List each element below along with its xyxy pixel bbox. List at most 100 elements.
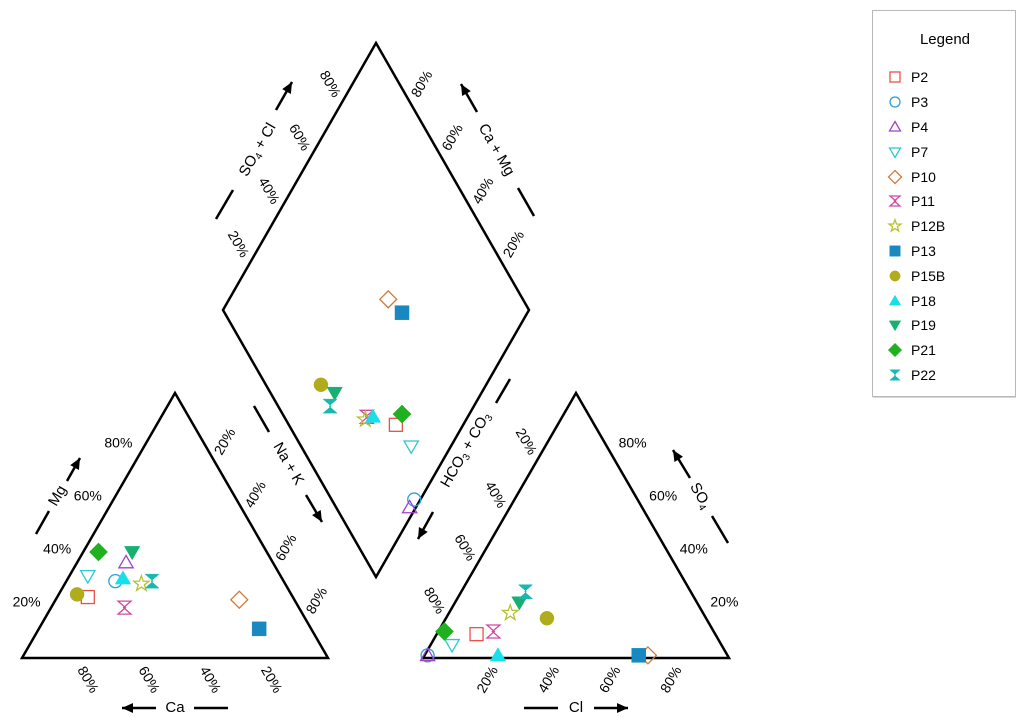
- axis-label-so4: SO4: [685, 480, 715, 513]
- legend-symbol-p4: [888, 120, 902, 132]
- diamond-point-p3: [407, 492, 422, 507]
- legend-symbol-p7: [888, 147, 902, 159]
- series-p4: [117, 499, 436, 662]
- series-p21: [89, 404, 454, 641]
- so4cl-dash: [214, 189, 235, 220]
- legend-marker-p11: [888, 195, 902, 208]
- nak-dash: [252, 405, 271, 433]
- legend-symbol-p21: [887, 343, 903, 358]
- anion-point-p21: [434, 622, 454, 641]
- legend-symbol-p13: [889, 245, 901, 257]
- legend-symbol-p11: [888, 195, 902, 208]
- legend-label: P3: [911, 94, 929, 111]
- so4cl-arrow: [274, 81, 294, 111]
- axis-label-cl: Cl: [569, 699, 583, 716]
- legend-marker-p7: [888, 147, 902, 159]
- legend-label: P10: [911, 168, 936, 185]
- camg-dash: [516, 187, 536, 217]
- legend-item-p19: P19: [887, 313, 945, 338]
- legend-symbol-p10: [887, 169, 903, 184]
- legend-label: P15B: [911, 267, 946, 284]
- cation-triangle: [19, 390, 331, 660]
- legend-item-p3: P3: [887, 90, 945, 115]
- cation-point-p22: [144, 573, 160, 589]
- tick-label: 40%: [197, 663, 225, 695]
- series-p3: [108, 492, 435, 663]
- tick-label: 20%: [513, 425, 541, 457]
- tick-label: 80%: [657, 663, 685, 695]
- legend-marker-p4: [888, 120, 902, 132]
- hco3-dash: [494, 378, 512, 404]
- cation-point-p21: [89, 542, 108, 562]
- legend-label: P19: [911, 317, 936, 334]
- legend-marker-p12b: [887, 218, 903, 233]
- series-p18: [114, 408, 507, 662]
- camg-arrow: [459, 83, 479, 113]
- series-p7: [79, 440, 461, 654]
- legend-item-p2: P2: [887, 65, 945, 90]
- cation-point-p19: [124, 546, 141, 561]
- diamond-point-p7: [402, 440, 420, 455]
- diamond-point-p18: [364, 408, 382, 423]
- anion-point-p2: [469, 626, 484, 642]
- legend-item-p11: P11: [887, 189, 945, 214]
- legend-label: P7: [911, 143, 929, 160]
- legend-label: P22: [911, 366, 936, 383]
- cation-point-p4: [117, 554, 135, 569]
- cation-point-p7: [79, 569, 97, 585]
- legend-symbol-p19: [888, 320, 902, 332]
- diamond-point-p2: [388, 417, 404, 432]
- anion-point-p22: [517, 584, 534, 599]
- axis-label-mg: Mg: [45, 482, 70, 509]
- legend-item-p18: P18: [887, 288, 945, 313]
- tick-label: 80%: [74, 663, 102, 695]
- legend-item-p21: P21: [887, 338, 945, 363]
- legend-item-p13: P13: [887, 239, 945, 264]
- cation-point-p18: [114, 570, 132, 585]
- cation-point-p10: [229, 590, 249, 610]
- legend-title: Legend: [919, 31, 971, 48]
- legend-label: P13: [911, 242, 936, 259]
- legend-label: P4: [911, 118, 929, 135]
- legend: Legend P2 P3 P4 P7 P10 P11 P12B P13 P15B P18 P19 P2…: [872, 10, 1016, 397]
- mg-dash: [34, 510, 51, 535]
- legend-symbol-p18: [888, 294, 902, 305]
- legend-marker-p22: [889, 369, 901, 381]
- axis-label-so4cl: SO4 + Cl: [236, 120, 281, 180]
- legend-label: P11: [911, 193, 935, 210]
- tick-label: 60%: [286, 121, 314, 153]
- legend-item-p7: P7: [887, 139, 945, 164]
- anion-point-p19: [511, 596, 528, 611]
- cation-point-p15b: [69, 587, 85, 602]
- tick-label: 20%: [13, 594, 41, 610]
- legend-label: P18: [911, 292, 936, 309]
- anion-point-p18: [489, 647, 507, 662]
- anion-point-p4: [419, 646, 436, 662]
- cation-point-p12b: [131, 573, 151, 592]
- diamond-point-p10: [378, 289, 398, 309]
- tick-label: 60%: [649, 488, 677, 504]
- legend-symbol-p22: [889, 369, 901, 381]
- ca-arrow: [122, 703, 156, 713]
- anion-point-p11: [485, 624, 502, 639]
- legend-marker-p21: [887, 343, 903, 358]
- tick-label: 20%: [499, 228, 527, 260]
- tick-label: 60%: [74, 488, 102, 504]
- tick-label: 20%: [225, 228, 253, 260]
- legend-item-p12b: P12B: [887, 214, 945, 239]
- series-p19: [124, 386, 528, 611]
- so4-dash: [710, 515, 730, 544]
- legend-symbol-p2: [889, 71, 901, 84]
- series-p15b: [69, 377, 555, 626]
- diamond-point-p15b: [313, 377, 329, 393]
- cation-point-p13: [251, 621, 267, 637]
- diamond-point-p19: [326, 386, 343, 401]
- tick-label: 60%: [272, 531, 300, 563]
- tick-label: 20%: [211, 425, 239, 457]
- tick-label: 40%: [255, 174, 283, 206]
- tick-label: 40%: [469, 174, 497, 206]
- legend-item-p15b: P15B: [887, 263, 945, 288]
- anion-point-p12b: [500, 602, 520, 622]
- tick-label: 80%: [317, 68, 345, 100]
- diamond-point-p21: [392, 404, 412, 424]
